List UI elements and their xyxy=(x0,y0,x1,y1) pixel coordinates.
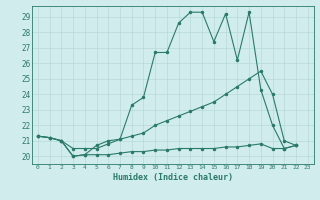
X-axis label: Humidex (Indice chaleur): Humidex (Indice chaleur) xyxy=(113,173,233,182)
